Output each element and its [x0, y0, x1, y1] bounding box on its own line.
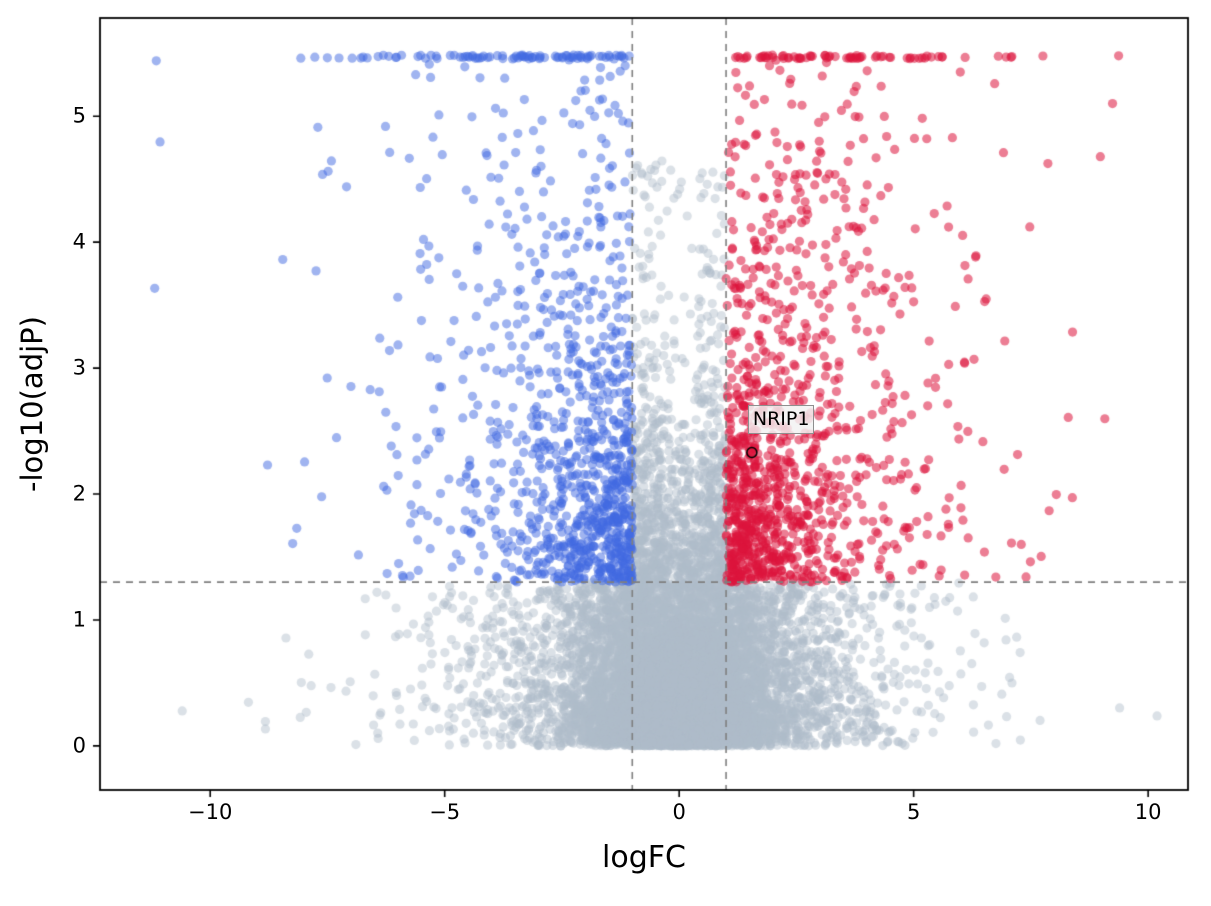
y-tick-label: 4 [72, 229, 86, 254]
y-tick-label: 5 [72, 103, 86, 128]
y-tick-label: 2 [72, 481, 86, 506]
y-tick-label: 0 [72, 733, 86, 758]
gene-annotation-label: NRIP1 [747, 405, 815, 435]
x-tick-label: −5 [429, 800, 461, 824]
y-tick-label: 1 [72, 607, 86, 632]
x-tick-label: −10 [188, 800, 233, 824]
y-axis-label: -log10(adjP) [15, 316, 49, 492]
x-axis-label: logFC [602, 840, 686, 875]
x-tick-label: 0 [672, 800, 686, 824]
x-tick-label: 5 [906, 800, 921, 824]
x-tick-label: 10 [1134, 800, 1162, 824]
y-tick-label: 3 [72, 355, 86, 380]
